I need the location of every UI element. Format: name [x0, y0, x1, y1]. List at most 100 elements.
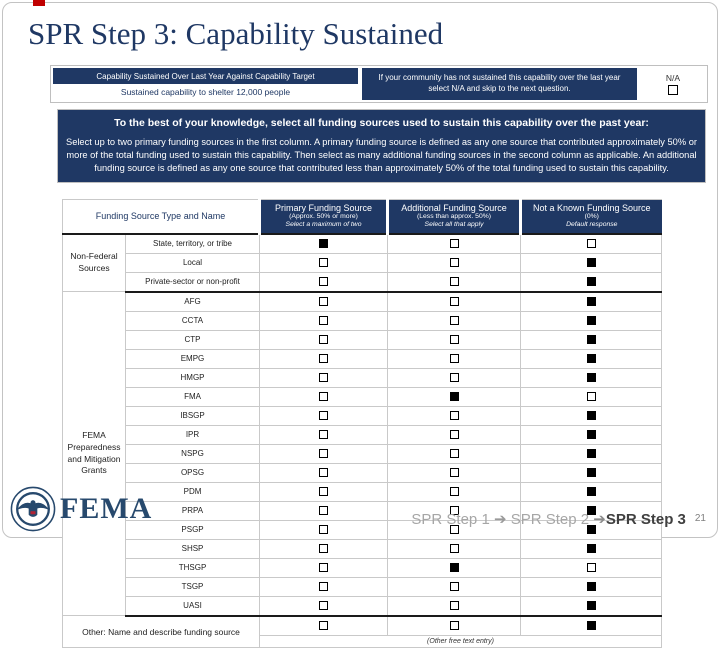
checkbox-not-known[interactable] — [586, 467, 596, 477]
checkbox-cell-additional[interactable] — [387, 481, 522, 502]
checkbox-cell-additional[interactable] — [387, 405, 522, 426]
checkbox-additional[interactable] — [449, 334, 459, 344]
checkbox-primary[interactable] — [319, 581, 329, 591]
checkbox-additional[interactable] — [449, 429, 459, 439]
checkbox-cell-primary[interactable] — [259, 538, 389, 559]
checkbox-cell-primary[interactable] — [259, 615, 389, 636]
checkbox-primary[interactable] — [319, 334, 329, 344]
checkbox-cell-not-known[interactable] — [520, 329, 663, 350]
checkbox-additional[interactable] — [449, 581, 459, 591]
checkbox-not-known[interactable] — [586, 581, 596, 591]
checkbox-primary[interactable] — [319, 353, 329, 363]
checkbox-cell-additional[interactable] — [387, 271, 522, 293]
checkbox-not-known[interactable] — [586, 562, 596, 572]
checkbox-cell-primary[interactable] — [259, 329, 389, 350]
checkbox-cell-additional[interactable] — [387, 462, 522, 483]
checkbox-cell-not-known[interactable] — [520, 500, 663, 521]
checkbox-primary[interactable] — [319, 467, 329, 477]
checkbox-not-known[interactable] — [586, 238, 596, 248]
checkbox-primary[interactable] — [319, 600, 329, 610]
checkbox-cell-additional[interactable] — [387, 291, 522, 312]
checkbox-cell-primary[interactable] — [259, 233, 389, 254]
checkbox-cell-not-known[interactable] — [520, 291, 663, 312]
checkbox-cell-not-known[interactable] — [520, 481, 663, 502]
checkbox-cell-not-known[interactable] — [520, 233, 663, 254]
checkbox-cell-additional[interactable] — [387, 310, 522, 331]
checkbox-additional[interactable] — [449, 505, 459, 515]
checkbox-additional[interactable] — [449, 486, 459, 496]
checkbox-additional[interactable] — [449, 620, 459, 630]
checkbox-cell-not-known[interactable] — [520, 443, 663, 464]
checkbox-primary[interactable] — [319, 372, 329, 382]
checkbox-cell-not-known[interactable] — [520, 595, 663, 617]
checkbox-cell-primary[interactable] — [259, 348, 389, 369]
checkbox-additional[interactable] — [449, 315, 459, 325]
checkbox-additional[interactable] — [449, 467, 459, 477]
checkbox-cell-additional[interactable] — [387, 329, 522, 350]
checkbox-primary[interactable] — [319, 505, 329, 515]
checkbox-additional[interactable] — [449, 238, 459, 248]
checkbox-not-known[interactable] — [586, 372, 596, 382]
checkbox-cell-primary[interactable] — [259, 291, 389, 312]
checkbox-cell-primary[interactable] — [259, 576, 389, 597]
checkbox-additional[interactable] — [449, 257, 459, 267]
checkbox-additional[interactable] — [449, 410, 459, 420]
checkbox-cell-additional[interactable] — [387, 538, 522, 559]
checkbox-cell-additional[interactable] — [387, 424, 522, 445]
checkbox-additional[interactable] — [449, 276, 459, 286]
checkbox-additional[interactable] — [449, 448, 459, 458]
checkbox-primary[interactable] — [319, 524, 329, 534]
checkbox-cell-primary[interactable] — [259, 481, 389, 502]
checkbox-cell-additional[interactable] — [387, 348, 522, 369]
checkbox-additional[interactable] — [449, 524, 459, 534]
checkbox-cell-primary[interactable] — [259, 500, 389, 521]
checkbox-cell-not-known[interactable] — [520, 386, 663, 407]
checkbox-not-known[interactable] — [586, 620, 596, 630]
checkbox-cell-primary[interactable] — [259, 462, 389, 483]
checkbox-primary[interactable] — [319, 238, 329, 248]
checkbox-not-known[interactable] — [586, 410, 596, 420]
checkbox-cell-not-known[interactable] — [520, 310, 663, 331]
checkbox-cell-not-known[interactable] — [520, 348, 663, 369]
checkbox-additional[interactable] — [449, 372, 459, 382]
other-free-text-entry[interactable]: (Other free text entry) — [259, 634, 663, 648]
checkbox-primary[interactable] — [319, 620, 329, 630]
checkbox-cell-additional[interactable] — [387, 576, 522, 597]
checkbox-cell-primary[interactable] — [259, 519, 389, 540]
checkbox-cell-additional[interactable] — [387, 519, 522, 540]
checkbox-not-known[interactable] — [586, 486, 596, 496]
checkbox-cell-additional[interactable] — [387, 386, 522, 407]
checkbox-primary[interactable] — [319, 296, 329, 306]
checkbox-not-known[interactable] — [586, 353, 596, 363]
checkbox-cell-not-known[interactable] — [520, 252, 663, 273]
checkbox-not-known[interactable] — [586, 276, 596, 286]
checkbox-not-known[interactable] — [586, 257, 596, 267]
na-checkbox[interactable] — [668, 85, 678, 95]
checkbox-cell-primary[interactable] — [259, 252, 389, 273]
checkbox-cell-primary[interactable] — [259, 443, 389, 464]
checkbox-cell-not-known[interactable] — [520, 424, 663, 445]
checkbox-cell-primary[interactable] — [259, 557, 389, 578]
checkbox-cell-additional[interactable] — [387, 367, 522, 388]
checkbox-additional[interactable] — [449, 562, 459, 572]
checkbox-cell-primary[interactable] — [259, 424, 389, 445]
checkbox-cell-not-known[interactable] — [520, 557, 663, 578]
checkbox-cell-not-known[interactable] — [520, 367, 663, 388]
checkbox-cell-additional[interactable] — [387, 233, 522, 254]
checkbox-primary[interactable] — [319, 276, 329, 286]
checkbox-additional[interactable] — [449, 391, 459, 401]
checkbox-not-known[interactable] — [586, 429, 596, 439]
checkbox-cell-primary[interactable] — [259, 595, 389, 617]
checkbox-cell-primary[interactable] — [259, 271, 389, 293]
checkbox-primary[interactable] — [319, 410, 329, 420]
checkbox-primary[interactable] — [319, 429, 329, 439]
checkbox-not-known[interactable] — [586, 391, 596, 401]
checkbox-cell-not-known[interactable] — [520, 405, 663, 426]
checkbox-not-known[interactable] — [586, 505, 596, 515]
checkbox-primary[interactable] — [319, 391, 329, 401]
checkbox-cell-additional[interactable] — [387, 615, 522, 636]
checkbox-not-known[interactable] — [586, 524, 596, 534]
checkbox-cell-primary[interactable] — [259, 386, 389, 407]
checkbox-cell-additional[interactable] — [387, 252, 522, 273]
checkbox-primary[interactable] — [319, 448, 329, 458]
